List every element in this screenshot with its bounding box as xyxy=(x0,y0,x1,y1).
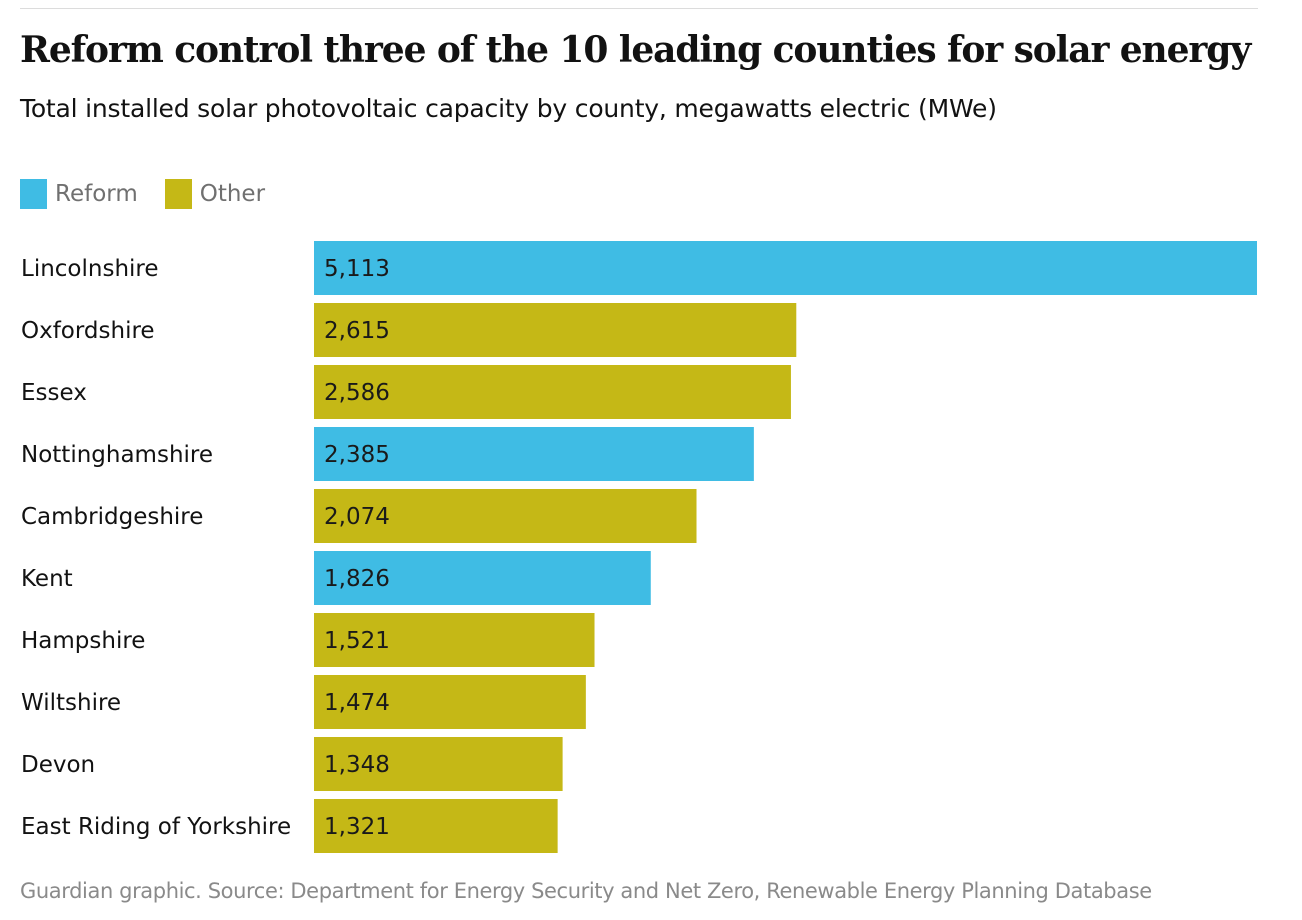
legend-label-other: Other xyxy=(199,181,266,207)
value-label-kent: 1,826 xyxy=(324,566,390,592)
value-label-hampshire: 1,521 xyxy=(324,628,390,654)
category-label-lincolnshire: Lincolnshire xyxy=(21,256,159,282)
category-label-east-riding-of-yorkshire: East Riding of Yorkshire xyxy=(21,814,291,840)
category-label-hampshire: Hampshire xyxy=(21,628,145,654)
value-label-lincolnshire: 5,113 xyxy=(324,256,390,282)
legend-label-reform: Reform xyxy=(55,181,138,207)
legend-item-reform: Reform xyxy=(20,179,138,209)
bar-cambridgeshire xyxy=(314,489,697,543)
legend-swatch-other xyxy=(164,179,192,209)
bar-hampshire xyxy=(314,613,595,667)
bar-nottinghamshire xyxy=(314,427,754,481)
value-label-wiltshire: 1,474 xyxy=(324,690,390,716)
bar-essex xyxy=(314,365,791,419)
value-label-oxfordshire: 2,615 xyxy=(324,318,390,344)
bar-lincolnshire xyxy=(314,241,1257,295)
value-label-east-riding-of-yorkshire: 1,321 xyxy=(324,814,390,840)
chart-subtitle: Total installed solar photovoltaic capac… xyxy=(20,94,997,123)
value-label-devon: 1,348 xyxy=(324,752,390,778)
category-label-wiltshire: Wiltshire xyxy=(21,690,121,716)
legend-item-other: Other xyxy=(164,179,266,209)
category-label-devon: Devon xyxy=(21,752,95,778)
category-label-nottinghamshire: Nottinghamshire xyxy=(21,442,213,468)
category-label-essex: Essex xyxy=(21,380,87,406)
bar-east-riding-of-yorkshire xyxy=(314,799,558,853)
category-label-kent: Kent xyxy=(21,566,73,592)
top-rule xyxy=(20,8,1258,9)
chart-title: Reform control three of the 10 leading c… xyxy=(20,29,1251,71)
value-label-nottinghamshire: 2,385 xyxy=(324,442,390,468)
bar-oxfordshire xyxy=(314,303,797,357)
value-label-essex: 2,586 xyxy=(324,380,390,406)
bar-wiltshire xyxy=(314,675,586,729)
value-label-cambridgeshire: 2,074 xyxy=(324,504,390,530)
bar-kent xyxy=(314,551,651,605)
source-note: Guardian graphic. Source: Department for… xyxy=(20,879,1152,903)
legend-swatch-reform xyxy=(20,179,47,209)
legend: Reform Other xyxy=(20,178,292,210)
bar-devon xyxy=(314,737,563,791)
category-label-cambridgeshire: Cambridgeshire xyxy=(21,504,203,530)
category-label-oxfordshire: Oxfordshire xyxy=(21,318,155,344)
